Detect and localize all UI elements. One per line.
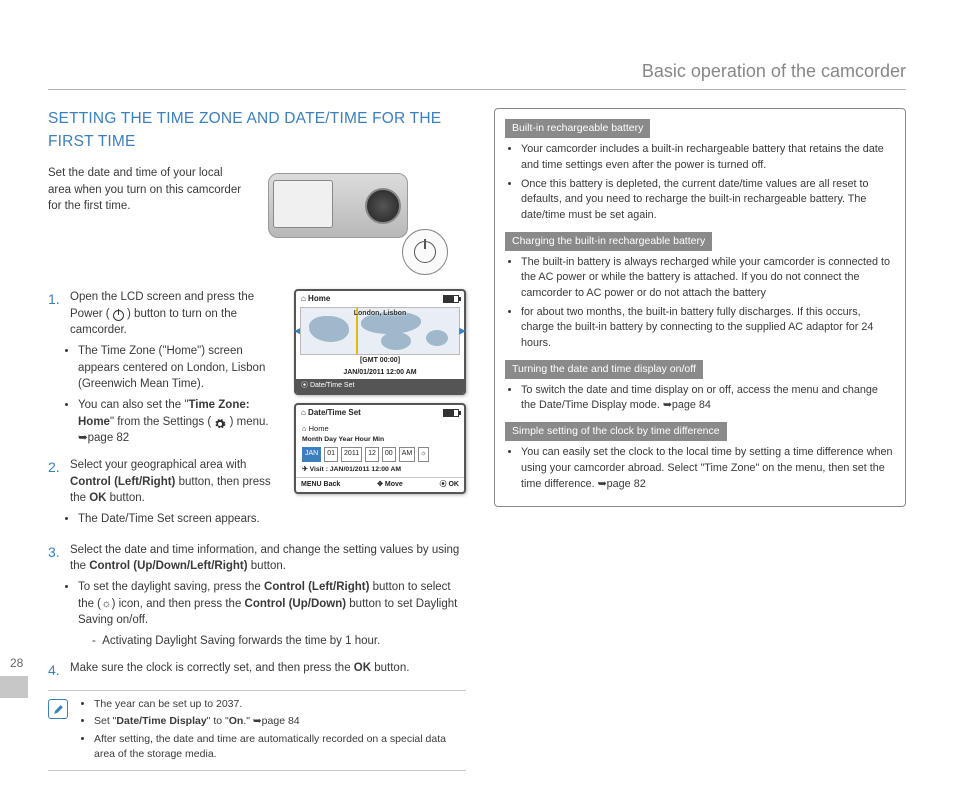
info-bullet: The built-in battery is always recharged… <box>521 255 895 302</box>
page-edge-tab <box>0 676 28 698</box>
step-number: 3. <box>48 542 64 575</box>
footer-back: MENU Back <box>301 480 340 490</box>
lcd-footer: ⦿ Date/Time Set <box>301 381 354 391</box>
year-field: 2011 <box>341 447 362 461</box>
month-field: JAN <box>302 447 321 461</box>
section-title: SETTING THE TIME ZONE AND DATE/TIME FOR … <box>48 108 466 153</box>
lcd-title: ⌂ Home <box>301 293 330 305</box>
info-bullet: To switch the date and time display on o… <box>521 383 895 414</box>
step-2-text: Select your geographical area with Contr… <box>70 457 284 507</box>
two-column-layout: SETTING THE TIME ZONE AND DATE/TIME FOR … <box>48 108 906 771</box>
gear-icon <box>214 418 226 430</box>
lcd-subtitle: ⌂ Home <box>302 424 458 435</box>
info-bullet: for about two months, the built-in batte… <box>521 305 895 352</box>
right-column: Built-in rechargeable battery Your camco… <box>494 108 906 771</box>
visit-row: ✈ Visit : JAN/01/2011 12:00 AM <box>302 465 458 475</box>
chapter-title: Basic operation of the camcorder <box>642 58 906 84</box>
step-number: 4. <box>48 660 64 680</box>
lcd-title: ⌂ Date/Time Set <box>301 407 361 419</box>
step1-bullet: You can also set the "Time Zone: Home" f… <box>78 397 284 447</box>
manual-page: Basic operation of the camcorder SETTING… <box>0 0 954 791</box>
dst-icon: ☼ <box>101 598 112 610</box>
step-4-text: Make sure the clock is correctly set, an… <box>70 660 466 680</box>
chevron-right-icon: ▶ <box>459 324 466 337</box>
field-headers: Month Day Year Hour Min <box>302 435 458 445</box>
note-icon <box>48 699 68 719</box>
min-field: 00 <box>382 447 396 461</box>
note-item: Set "Date/Time Display" to "On." ➥page 8… <box>94 714 466 729</box>
gmt-label: [GMT 00:00] <box>296 355 464 367</box>
power-icon <box>113 310 124 321</box>
step3-dash: - Activating Daylight Saving forwards th… <box>92 633 466 650</box>
day-field: 01 <box>324 447 338 461</box>
sub-header: Built-in rechargeable battery <box>505 119 650 138</box>
battery-icon <box>443 409 459 417</box>
sub-header: Turning the date and time display on/off <box>505 360 703 379</box>
footer-ok: ⦿ OK <box>440 480 459 490</box>
step-3-text: Select the date and time information, an… <box>70 542 466 575</box>
note-item: The year can be set up to 2037. <box>94 697 466 712</box>
camcorder-illustration <box>258 165 458 281</box>
footer-move: ✥ Move <box>377 480 403 490</box>
dst-icon: ☼ <box>418 447 428 461</box>
step2-bullet: The Date/Time Set screen appears. <box>78 511 284 528</box>
step-number: 2. <box>48 457 64 507</box>
info-bullet: You can easily set the clock to the loca… <box>521 445 895 492</box>
date-fields: JAN 01 2011 12 00 AM ☼ <box>302 447 458 461</box>
power-button-callout <box>402 229 448 275</box>
lcd-datetime-screen: ⌂ Date/Time Set ⌂ Home Month Day Year Ho… <box>294 403 466 494</box>
step-1-text: Open the LCD screen and press the Power … <box>70 289 284 339</box>
note-box: The year can be set up to 2037. Set "Dat… <box>48 690 466 771</box>
info-box: Built-in rechargeable battery Your camco… <box>494 108 906 507</box>
note-item: After setting, the date and time are aut… <box>94 732 466 762</box>
intro-text: Set the date and time of your local area… <box>48 165 248 281</box>
lcd-screens: ⌂ Home ◀ London, Lisbon <box>294 289 466 532</box>
left-column: SETTING THE TIME ZONE AND DATE/TIME FOR … <box>48 108 466 771</box>
step-number: 1. <box>48 289 64 339</box>
step1-bullet: The Time Zone ("Home") screen appears ce… <box>78 343 284 393</box>
page-number: 28 <box>10 655 23 672</box>
intro-row: Set the date and time of your local area… <box>48 165 466 281</box>
ampm-field: AM <box>399 447 416 461</box>
battery-icon <box>443 295 459 303</box>
info-bullet: Once this battery is depleted, the curre… <box>521 177 895 224</box>
lcd-home-screen: ⌂ Home ◀ London, Lisbon <box>294 289 466 395</box>
steps-list: 1. Open the LCD screen and press the Pow… <box>48 289 466 680</box>
sub-header: Charging the built-in rechargeable batte… <box>505 232 712 251</box>
info-bullet: Your camcorder includes a built-in recha… <box>521 142 895 173</box>
step3-bullet: To set the daylight saving, press the Co… <box>78 579 466 629</box>
chapter-header: Basic operation of the camcorder <box>48 58 906 90</box>
sub-header: Simple setting of the clock by time diff… <box>505 422 727 441</box>
datetime-label: JAN/01/2011 12:00 AM <box>296 367 464 379</box>
world-map: London, Lisbon <box>300 307 460 355</box>
hour-field: 12 <box>365 447 379 461</box>
